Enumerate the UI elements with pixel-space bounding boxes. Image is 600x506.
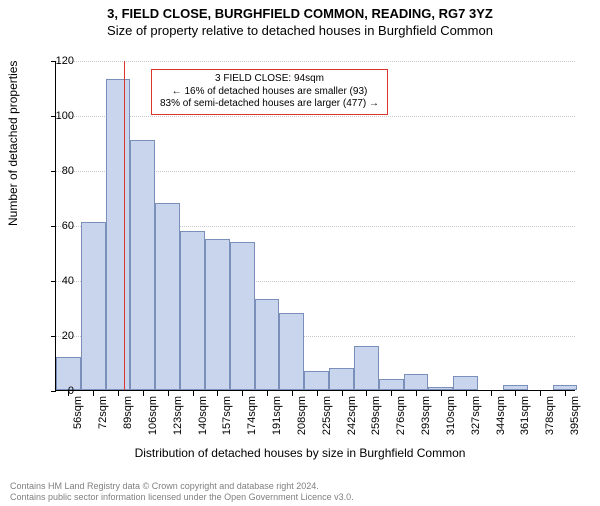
x-tick-label: 56sqm: [72, 396, 84, 429]
histogram-bar: [130, 140, 155, 390]
footer-line-1: Contains HM Land Registry data © Crown c…: [10, 481, 354, 491]
histogram-bar: [230, 242, 255, 391]
histogram-bar: [379, 379, 404, 390]
x-tick-label: 259sqm: [370, 396, 382, 435]
x-tick-label: 157sqm: [221, 396, 233, 435]
y-axis-label: Number of detached properties: [6, 61, 20, 226]
plot-area: 56sqm72sqm89sqm106sqm123sqm140sqm157sqm1…: [55, 61, 575, 391]
x-tick-label: 242sqm: [346, 396, 358, 435]
histogram-bar: [180, 231, 205, 391]
y-tick-label: 100: [44, 110, 74, 122]
x-tick-label: 378sqm: [544, 396, 556, 435]
x-axis-label: Distribution of detached houses by size …: [0, 446, 600, 460]
x-tick-label: 191sqm: [271, 396, 283, 435]
annotation-line: 3 FIELD CLOSE: 94sqm: [160, 73, 379, 86]
grid-line: [56, 116, 575, 117]
x-tick-label: 225sqm: [321, 396, 333, 435]
histogram-bar: [453, 376, 478, 390]
chart: 56sqm72sqm89sqm106sqm123sqm140sqm157sqm1…: [55, 61, 575, 391]
histogram-bar: [553, 385, 578, 391]
histogram-bar: [304, 371, 329, 390]
x-tick-label: 72sqm: [97, 396, 109, 429]
x-tick-label: 123sqm: [172, 396, 184, 435]
histogram-bar: [428, 387, 453, 390]
x-tick-label: 310sqm: [445, 396, 457, 435]
annotation-line: ← 16% of detached houses are smaller (93…: [160, 86, 379, 99]
marker-line: [124, 61, 125, 390]
x-tick-label: 361sqm: [519, 396, 531, 435]
x-tick-label: 395sqm: [569, 396, 581, 435]
x-tick-label: 276sqm: [395, 396, 407, 435]
histogram-bar: [255, 299, 280, 390]
histogram-bar: [279, 313, 304, 390]
x-tick-label: 106sqm: [147, 396, 159, 435]
x-tick-label: 327sqm: [470, 396, 482, 435]
y-tick-label: 40: [44, 275, 74, 287]
y-tick-label: 0: [44, 385, 74, 397]
y-tick-label: 20: [44, 330, 74, 342]
y-tick-label: 120: [44, 55, 74, 67]
y-tick-label: 80: [44, 165, 74, 177]
histogram-bar: [155, 203, 180, 390]
x-tick-label: 344sqm: [495, 396, 507, 435]
histogram-bar: [354, 346, 379, 390]
x-tick-label: 89sqm: [122, 396, 134, 429]
histogram-bar: [81, 222, 106, 390]
histogram-bar: [404, 374, 429, 391]
histogram-bar: [106, 79, 131, 390]
y-tick-label: 60: [44, 220, 74, 232]
x-tick-label: 174sqm: [246, 396, 258, 435]
histogram-bar: [503, 385, 528, 391]
page-title: 3, FIELD CLOSE, BURGHFIELD COMMON, READI…: [0, 6, 600, 21]
annotation-line: 83% of semi-detached houses are larger (…: [160, 98, 379, 111]
histogram-bar: [329, 368, 354, 390]
page-subtitle: Size of property relative to detached ho…: [0, 23, 600, 38]
histogram-bar: [205, 239, 230, 390]
x-tick-label: 208sqm: [296, 396, 308, 435]
annotation-box: 3 FIELD CLOSE: 94sqm← 16% of detached ho…: [151, 69, 388, 115]
x-tick-label: 140sqm: [197, 396, 209, 435]
x-tick-label: 293sqm: [420, 396, 432, 435]
footer: Contains HM Land Registry data © Crown c…: [10, 481, 354, 502]
grid-line: [56, 61, 575, 62]
footer-line-2: Contains public sector information licen…: [10, 492, 354, 502]
